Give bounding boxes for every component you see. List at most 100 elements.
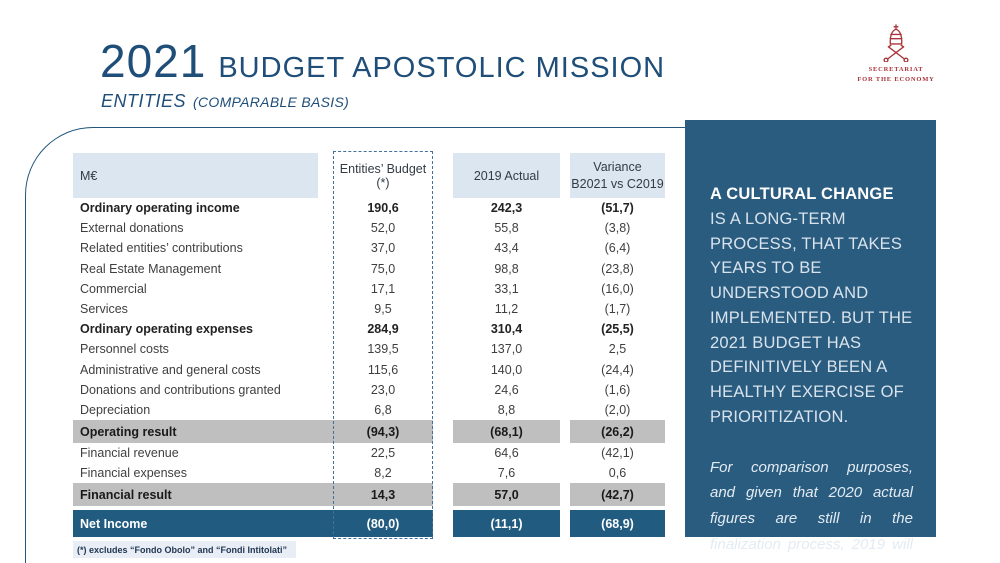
row-budget-value: 75,0 [370, 261, 396, 276]
row-budget-value: (80,0) [366, 516, 400, 531]
row-actual-value: 98,8 [494, 261, 519, 276]
table-row: Operating result (94,3) (68,1) (26,2) [73, 420, 665, 444]
row-label-band: Administrative and general costs 115,6 [73, 360, 433, 380]
row-label-band: Financial result 14,3 [73, 483, 433, 507]
row-label: Administrative and general costs [80, 362, 261, 377]
table-row: Financial expenses 8,2 7,6 0,6 [73, 463, 665, 483]
row-label: Commercial [80, 281, 147, 296]
row-budget-value: 52,0 [370, 221, 396, 236]
row-label: Financial result [80, 487, 172, 502]
row-label: Net Income [80, 516, 148, 531]
header-variance: Variance B2021 vs C2019 [570, 153, 665, 198]
row-label-band: Real Estate Management 75,0 [73, 259, 433, 279]
row-variance-value: 0,6 [608, 466, 627, 481]
table-row: Personnel costs 139,5 137,0 2,5 [73, 339, 665, 359]
table-row: Real Estate Management 75,0 98,8 (23,8) [73, 259, 665, 279]
row-label-band: Financial revenue 22,5 [73, 443, 433, 463]
title-year: 2021 [100, 35, 207, 87]
panel-italic-note: For comparison purposes, and given that … [710, 458, 913, 563]
row-actual-value: 140,0 [490, 362, 523, 377]
table-row: External donations 52,0 55,8 (3,8) [73, 218, 665, 238]
row-label-band: Net Income (80,0) [73, 510, 433, 538]
row-actual-value: 43,4 [494, 241, 519, 256]
row-variance-value: (1,6) [604, 382, 631, 397]
row-budget-value: 17,1 [370, 281, 396, 296]
row-label: Personnel costs [80, 342, 169, 357]
row-budget-value: 14,3 [370, 487, 396, 502]
header-variance-line2: B2021 vs C2019 [571, 176, 664, 191]
row-label-band: Related entities’ contributions 37,0 [73, 238, 433, 258]
row-budget-value: 284,9 [367, 322, 399, 337]
row-actual-value: 242,3 [490, 201, 523, 216]
logo-org-line1: SECRETARIAT [868, 66, 924, 73]
table-footnote: (*) excludes “Fondo Obolo” and “Fondi In… [73, 541, 296, 558]
title-text: BUDGET APOSTOLIC MISSION [218, 52, 666, 84]
header-variance-line1: Variance [593, 159, 642, 174]
page-subtitle: ENTITIES (COMPARABLE BASIS) [101, 91, 349, 112]
table-row: Financial revenue 22,5 64,6 (42,1) [73, 443, 665, 463]
row-budget-value: 139,5 [367, 342, 399, 357]
header-entities-budget: Entities’ Budget (*) [339, 161, 427, 190]
subtitle-main: ENTITIES [101, 91, 187, 111]
row-actual-value: 137,0 [490, 342, 523, 357]
table-row: Net Income (80,0) (11,1) (68,9) [73, 510, 665, 538]
row-variance-value: (16,0) [601, 281, 634, 296]
row-label: Depreciation [80, 402, 151, 417]
row-actual-value: (11,1) [453, 510, 560, 538]
table-body: Ordinary operating income 190,6 242,3 (5… [73, 198, 665, 538]
row-label: Ordinary operating income [80, 201, 240, 216]
row-budget-value: 23,0 [370, 382, 396, 397]
row-label: Related entities’ contributions [80, 241, 243, 256]
row-budget-value: 8,2 [374, 466, 392, 481]
row-label-band: Operating result (94,3) [73, 420, 433, 444]
row-variance-value: (42,7) [570, 483, 665, 507]
table-row: Administrative and general costs 115,6 1… [73, 360, 665, 380]
table-row: Services 9,5 11,2 (1,7) [73, 299, 665, 319]
row-variance-value: (51,7) [601, 201, 634, 216]
row-label: External donations [80, 221, 184, 236]
row-label: Services [80, 302, 128, 317]
row-label: Financial expenses [80, 466, 188, 481]
row-budget-value: 190,6 [367, 201, 399, 216]
row-actual-value: 33,1 [494, 281, 519, 296]
row-label-band: Commercial 17,1 [73, 279, 433, 299]
row-variance-value: (1,7) [604, 302, 631, 317]
row-label: Donations and contributions granted [80, 382, 281, 397]
row-variance-value: 2,5 [608, 342, 627, 357]
row-label: Ordinary operating expenses [80, 322, 253, 337]
row-actual-value: 8,8 [497, 402, 516, 417]
row-actual-value: 64,6 [494, 446, 519, 461]
table-row: Donations and contributions granted 23,0… [73, 380, 665, 400]
table-row: Financial result 14,3 57,0 (42,7) [73, 483, 665, 507]
row-budget-value: 6,8 [374, 402, 392, 417]
row-variance-value: (24,4) [601, 362, 634, 377]
row-budget-value: 37,0 [370, 241, 396, 256]
page-title: 2021 BUDGET APOSTOLIC MISSION [100, 34, 665, 88]
tiara-keys-icon [883, 24, 909, 62]
subtitle-note: (COMPARABLE BASIS) [193, 94, 350, 110]
row-variance-value: (68,9) [570, 510, 665, 538]
table-row: Ordinary operating income 190,6 242,3 (5… [73, 198, 665, 218]
table-header-row: M€ Entities’ Budget (*) 2019 Actual Vari… [73, 153, 665, 198]
row-label-band: Personnel costs 139,5 [73, 339, 433, 359]
row-label-band: Ordinary operating expenses 284,9 [73, 319, 433, 339]
header-unit: M€ [73, 153, 318, 198]
header-2019-actual: 2019 Actual [453, 153, 560, 198]
row-label-band: External donations 52,0 [73, 218, 433, 238]
row-actual-value: 24,6 [494, 382, 519, 397]
secretariat-logo: SECRETARIAT FOR THE ECONOMY [850, 24, 942, 85]
row-label-band: Depreciation 6,8 [73, 400, 433, 420]
commentary-panel: A CULTURAL CHANGE IS A LONG-TERM PROCESS… [685, 120, 936, 563]
row-budget-value: 9,5 [374, 302, 392, 317]
row-variance-value: (25,5) [601, 322, 634, 337]
panel-heading: A CULTURAL CHANGE [710, 185, 894, 203]
table-row: Commercial 17,1 33,1 (16,0) [73, 279, 665, 299]
row-actual-value: (68,1) [453, 420, 560, 444]
row-actual-value: 57,0 [453, 483, 560, 507]
table-row: Depreciation 6,8 8,8 (2,0) [73, 400, 665, 420]
row-budget-value: (94,3) [366, 424, 400, 439]
row-label: Operating result [80, 424, 177, 439]
row-label: Real Estate Management [80, 261, 222, 276]
row-actual-value: 310,4 [490, 322, 523, 337]
